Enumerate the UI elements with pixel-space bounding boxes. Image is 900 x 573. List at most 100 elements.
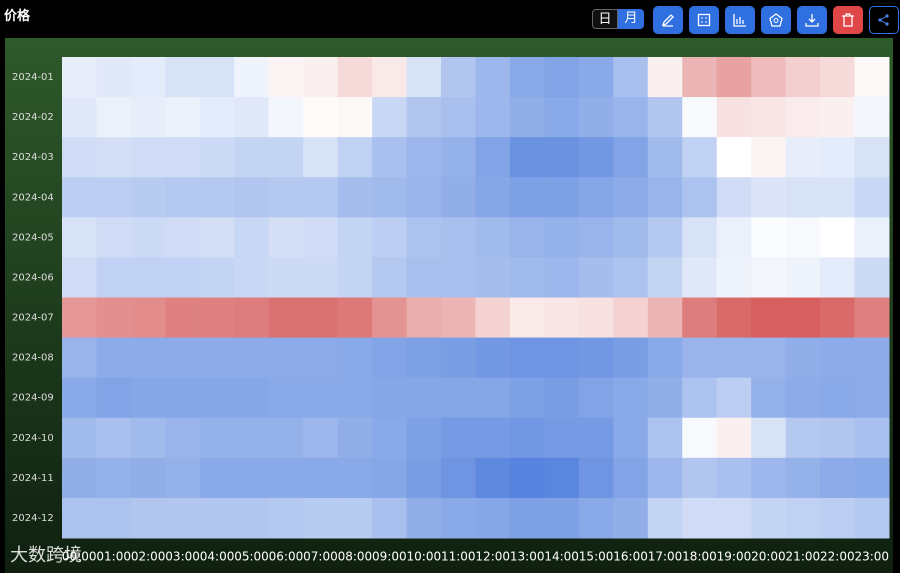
chart-button[interactable] [725,6,755,34]
heatmap-cell [854,337,890,379]
heatmap-cell [130,177,166,218]
heatmap-cell [544,377,580,419]
share-button[interactable] [869,6,899,34]
heatmap-cell [785,137,821,178]
heatmap-cell [199,457,235,499]
x-tick-label: 04:00 [200,550,235,564]
heatmap-cell [268,257,304,298]
heatmap-cell [647,257,683,298]
icon [697,13,711,27]
heatmap-cell [509,217,545,258]
heatmap-cell [509,377,545,419]
heatmap-cell [96,297,132,339]
heatmap-cell [854,297,890,339]
heatmap-cell [441,377,476,419]
heatmap-cell [785,97,821,138]
heatmap-cell [62,57,97,98]
heatmap-cell [441,257,476,298]
chart-background [5,38,893,573]
heatmap-cell [337,377,373,419]
heatmap-cell [578,457,614,499]
heatmap-cell [785,57,821,98]
heatmap-cell [234,417,270,459]
y-tick-label: 2024-08 [12,353,54,364]
month-toggle[interactable]: 月 [618,9,644,29]
heatmap-cell [337,457,373,499]
heatmap-cell [578,377,614,419]
heatmap-cell [130,417,166,459]
heatmap-cell [96,217,132,258]
heatmap-cell [406,497,442,539]
icon [733,14,746,27]
heatmap-cell [751,457,787,499]
x-tick-label: 14:00 [544,550,579,564]
heatmap-cell [96,97,132,138]
heatmap-cell [268,417,304,459]
style-button[interactable] [761,6,791,34]
heatmap-cell [751,497,787,539]
heatmap-cell [337,497,373,539]
heatmap-cell [475,177,511,218]
heatmap-cell [441,97,476,138]
heatmap-cell [62,97,97,138]
edit-button[interactable] [653,6,683,34]
heatmap-cell [613,297,649,339]
heatmap-cell [578,97,614,138]
heatmap-cell [716,377,752,419]
heatmap-cell [268,377,304,419]
heatmap-cell [682,177,718,218]
heatmap-cell [372,57,408,98]
heatmap-cell [578,337,614,379]
x-tick-label: 12:00 [475,550,510,564]
heatmap-cell [199,57,235,98]
heatmap-cell [62,377,97,419]
heatmap-cell [647,497,683,539]
heatmap-cell [578,417,614,459]
heatmap-cell [165,297,201,339]
icon [661,14,674,27]
heatmap-cell [303,57,339,98]
icon [769,13,783,27]
heatmap-cell [130,57,166,98]
heatmap-cell [165,497,201,539]
heatmap-cell [199,497,235,539]
heatmap-cell [337,337,373,379]
heatmap-cell [62,257,97,298]
icon [842,13,854,27]
x-tick-label: 09:00 [372,550,407,564]
x-tick-label: 03:00 [165,550,200,564]
table-button[interactable] [689,6,719,34]
heatmap-cell [303,377,339,419]
heatmap-cell [613,257,649,298]
heatmap-cell [96,57,132,98]
day-toggle[interactable]: 日 [592,9,618,29]
download-button[interactable] [797,6,827,34]
x-tick-label: 01:00 [96,550,131,564]
heatmap-cell [647,457,683,499]
heatmap-cell [165,57,201,98]
y-tick-label: 2024-01 [12,72,54,83]
heatmap-cell [372,417,408,459]
heatmap-cell [303,337,339,379]
x-tick-label: 19:00 [717,550,752,564]
heatmap-cell [509,177,545,218]
x-tick-label: 18:00 [682,550,717,564]
y-tick-label: 2024-07 [12,313,54,324]
heatmap-cell [509,57,545,98]
heatmap-cell [268,337,304,379]
heatmap-cell [716,177,752,218]
heatmap-cell [682,497,718,539]
heatmap-cell [544,297,580,339]
heatmap-cell [785,377,821,419]
heatmap-cell [372,177,408,218]
heatmap-cell [475,97,511,138]
heatmap-cell [96,457,132,499]
heatmap-cell [441,337,476,379]
delete-button[interactable] [833,6,863,34]
heatmap-cell [475,377,511,419]
heatmap-cell [544,457,580,499]
heatmap-cell [199,97,235,138]
heatmap-cell [475,337,511,379]
heatmap-cell [751,137,787,178]
heatmap-cell [475,137,511,178]
